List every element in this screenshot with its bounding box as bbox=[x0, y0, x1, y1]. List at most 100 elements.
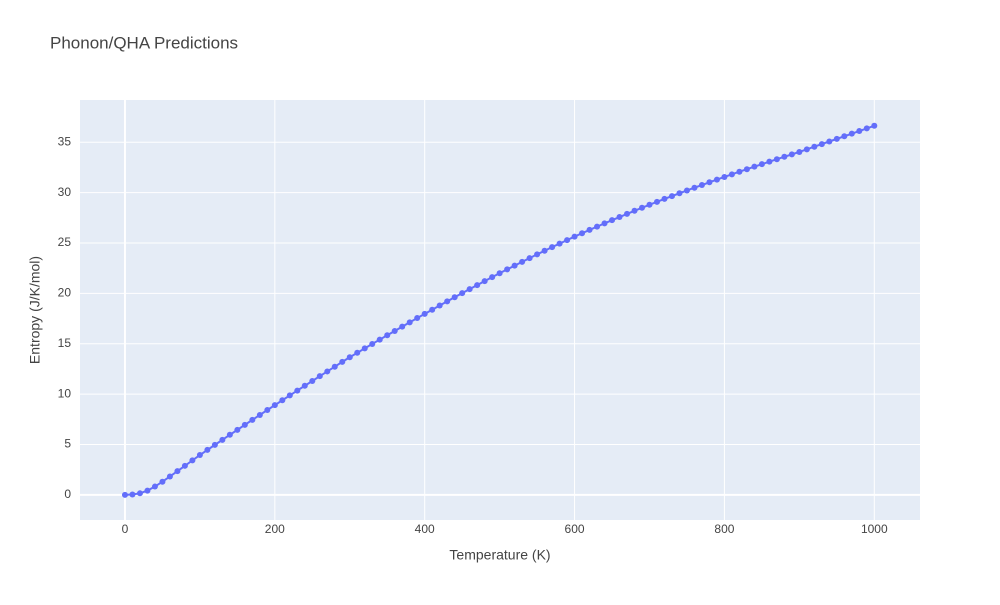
marker bbox=[833, 135, 840, 142]
marker bbox=[841, 133, 848, 140]
marker bbox=[691, 184, 698, 191]
marker bbox=[728, 171, 735, 178]
x-tick-label: 0 bbox=[122, 522, 129, 536]
marker bbox=[863, 125, 870, 132]
marker bbox=[706, 179, 713, 186]
marker bbox=[369, 340, 376, 347]
marker bbox=[316, 373, 323, 380]
x-tick-label: 800 bbox=[714, 522, 734, 536]
marker bbox=[376, 336, 383, 343]
marker bbox=[519, 258, 526, 265]
marker bbox=[534, 251, 541, 258]
marker bbox=[189, 457, 196, 464]
marker bbox=[661, 195, 668, 202]
marker bbox=[309, 378, 316, 385]
marker bbox=[594, 223, 601, 230]
y-tick-label: 10 bbox=[58, 386, 72, 400]
marker bbox=[406, 319, 413, 326]
y-tick-label: 5 bbox=[64, 437, 71, 451]
marker bbox=[241, 421, 248, 428]
chart-title: Phonon/QHA Predictions bbox=[50, 33, 238, 52]
plot-area bbox=[80, 100, 920, 520]
marker bbox=[549, 244, 556, 251]
marker bbox=[166, 473, 173, 480]
marker bbox=[743, 166, 750, 173]
marker bbox=[429, 306, 436, 313]
marker bbox=[564, 237, 571, 244]
marker bbox=[489, 274, 496, 281]
y-tick-label: 30 bbox=[58, 185, 72, 199]
marker bbox=[803, 146, 810, 153]
marker bbox=[781, 153, 788, 160]
marker bbox=[436, 302, 443, 309]
y-axis-title: Entropy (J/K/mol) bbox=[27, 256, 43, 364]
marker bbox=[609, 217, 616, 224]
marker bbox=[459, 290, 466, 297]
marker bbox=[219, 436, 226, 443]
marker bbox=[264, 407, 271, 414]
marker bbox=[638, 204, 645, 211]
marker bbox=[331, 363, 338, 370]
marker bbox=[811, 143, 818, 150]
marker bbox=[579, 230, 586, 237]
marker bbox=[129, 491, 136, 498]
marker bbox=[818, 141, 825, 148]
marker bbox=[346, 354, 353, 361]
marker bbox=[616, 214, 623, 221]
marker bbox=[601, 220, 608, 227]
marker bbox=[159, 478, 166, 485]
marker bbox=[151, 483, 158, 490]
y-tick-label: 25 bbox=[58, 235, 72, 249]
marker bbox=[668, 193, 675, 200]
marker bbox=[848, 130, 855, 137]
marker bbox=[354, 349, 361, 356]
marker bbox=[586, 226, 593, 233]
marker bbox=[766, 158, 773, 165]
y-tick-label: 20 bbox=[58, 286, 72, 300]
marker bbox=[631, 207, 638, 214]
marker bbox=[249, 416, 256, 423]
marker bbox=[324, 368, 331, 375]
marker bbox=[683, 187, 690, 194]
marker bbox=[174, 468, 181, 475]
marker bbox=[384, 332, 391, 339]
marker bbox=[646, 201, 653, 208]
marker bbox=[474, 282, 481, 289]
marker bbox=[294, 387, 301, 394]
marker bbox=[339, 358, 346, 365]
marker bbox=[698, 182, 705, 189]
marker bbox=[788, 151, 795, 158]
marker bbox=[653, 198, 660, 205]
x-tick-label: 400 bbox=[415, 522, 435, 536]
marker bbox=[624, 210, 631, 217]
marker bbox=[736, 168, 743, 175]
marker bbox=[181, 462, 188, 469]
y-tick-label: 15 bbox=[58, 336, 72, 350]
marker bbox=[121, 491, 128, 498]
marker bbox=[466, 286, 473, 293]
marker bbox=[271, 402, 278, 409]
marker bbox=[721, 173, 728, 180]
marker bbox=[204, 446, 211, 453]
marker bbox=[136, 490, 143, 497]
marker bbox=[826, 138, 833, 145]
marker bbox=[526, 255, 533, 262]
marker bbox=[361, 345, 368, 352]
marker bbox=[758, 161, 765, 168]
marker bbox=[496, 270, 503, 277]
marker bbox=[511, 262, 518, 269]
marker bbox=[301, 382, 308, 389]
marker bbox=[504, 266, 511, 273]
marker bbox=[421, 310, 428, 317]
marker bbox=[571, 233, 578, 240]
marker bbox=[444, 298, 451, 305]
x-axis-title: Temperature (K) bbox=[449, 547, 550, 563]
marker bbox=[256, 411, 263, 418]
marker bbox=[773, 156, 780, 163]
y-tick-label: 0 bbox=[64, 487, 71, 501]
x-tick-label: 1000 bbox=[861, 522, 888, 536]
marker bbox=[713, 176, 720, 183]
x-tick-label: 200 bbox=[265, 522, 285, 536]
marker bbox=[211, 441, 218, 448]
marker bbox=[481, 278, 488, 285]
